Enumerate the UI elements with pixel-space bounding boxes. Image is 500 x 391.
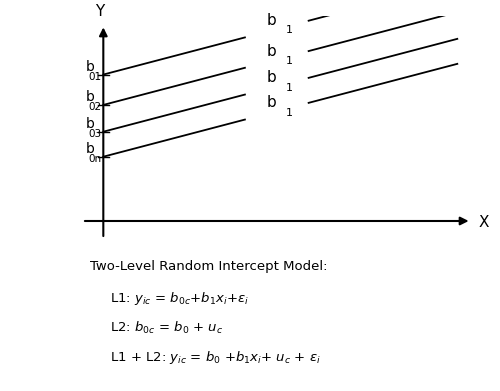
Text: b: b xyxy=(266,44,276,59)
Text: 01: 01 xyxy=(88,72,102,82)
Text: b: b xyxy=(86,142,94,156)
Text: L1 + L2: $y_{ic}$ = $b_0$ +$b_1x_i$+ $u_c$ + $\varepsilon_i$: L1 + L2: $y_{ic}$ = $b_0$ +$b_1x_i$+ $u_… xyxy=(110,350,321,366)
Text: 1: 1 xyxy=(286,108,292,118)
Text: 0n: 0n xyxy=(88,154,102,164)
Text: Two-Level Random Intercept Model:: Two-Level Random Intercept Model: xyxy=(90,260,328,273)
Text: b: b xyxy=(86,117,94,131)
Text: X: X xyxy=(478,215,489,230)
Text: b: b xyxy=(86,60,94,74)
Text: b: b xyxy=(266,13,276,28)
Text: L1: $y_{ic}$ = $b_{0c}$+$b_1x_i$+$\varepsilon_i$: L1: $y_{ic}$ = $b_{0c}$+$b_1x_i$+$\varep… xyxy=(110,290,249,307)
Text: 02: 02 xyxy=(88,102,102,112)
Text: 03: 03 xyxy=(88,129,102,139)
Text: 1: 1 xyxy=(286,56,292,66)
Text: L2: $b_{0c}$ = $b_0$ + $u_c$: L2: $b_{0c}$ = $b_0$ + $u_c$ xyxy=(110,320,224,336)
Text: 1: 1 xyxy=(286,25,292,36)
Text: b: b xyxy=(86,90,94,104)
Text: 1: 1 xyxy=(286,83,292,93)
Text: b: b xyxy=(266,70,276,85)
Text: b: b xyxy=(266,95,276,110)
Text: Y: Y xyxy=(95,4,104,19)
